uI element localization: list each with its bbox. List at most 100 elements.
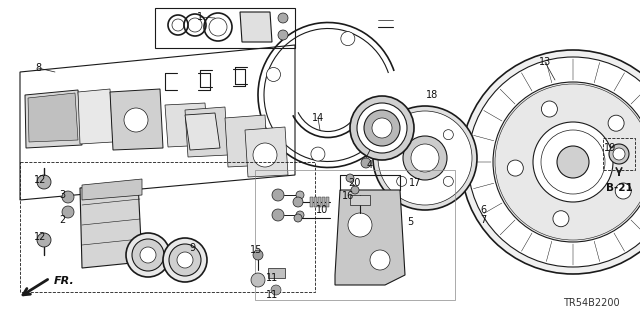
- Text: 15: 15: [250, 245, 262, 255]
- Circle shape: [364, 110, 400, 146]
- Circle shape: [37, 233, 51, 247]
- Circle shape: [397, 130, 406, 140]
- Circle shape: [132, 239, 164, 271]
- Text: 11: 11: [266, 273, 278, 283]
- Circle shape: [372, 118, 392, 138]
- Circle shape: [351, 186, 359, 194]
- Circle shape: [403, 136, 447, 180]
- Circle shape: [411, 144, 439, 172]
- Circle shape: [126, 233, 170, 277]
- Circle shape: [370, 250, 390, 270]
- Text: TR54B2200: TR54B2200: [563, 298, 620, 308]
- Circle shape: [278, 13, 288, 23]
- Polygon shape: [245, 127, 288, 177]
- Circle shape: [293, 197, 303, 207]
- Text: 17: 17: [409, 178, 421, 188]
- Circle shape: [62, 206, 74, 218]
- Circle shape: [271, 285, 281, 295]
- Circle shape: [361, 158, 371, 168]
- Circle shape: [177, 252, 193, 268]
- Circle shape: [272, 209, 284, 221]
- Circle shape: [557, 146, 589, 178]
- Circle shape: [608, 115, 624, 131]
- Text: FR.: FR.: [54, 276, 75, 286]
- Polygon shape: [185, 113, 220, 150]
- Text: 7: 7: [480, 215, 486, 225]
- Bar: [20, 162, 315, 292]
- Text: 20: 20: [348, 178, 360, 188]
- Polygon shape: [110, 89, 163, 150]
- Circle shape: [508, 160, 524, 176]
- Text: 5: 5: [407, 217, 413, 227]
- Circle shape: [37, 175, 51, 189]
- Polygon shape: [268, 268, 285, 278]
- Circle shape: [251, 273, 265, 287]
- Circle shape: [124, 108, 148, 132]
- Text: 18: 18: [426, 90, 438, 100]
- Polygon shape: [350, 195, 370, 205]
- Circle shape: [341, 32, 355, 46]
- Circle shape: [468, 57, 640, 267]
- Circle shape: [553, 211, 569, 227]
- Circle shape: [346, 174, 354, 182]
- Circle shape: [266, 68, 280, 81]
- Polygon shape: [165, 103, 208, 147]
- Text: 2: 2: [59, 215, 65, 225]
- Polygon shape: [80, 182, 142, 268]
- Polygon shape: [240, 12, 272, 42]
- Polygon shape: [82, 179, 142, 200]
- Circle shape: [493, 82, 640, 242]
- Circle shape: [296, 211, 304, 219]
- Text: 3: 3: [59, 190, 65, 200]
- Circle shape: [609, 144, 629, 164]
- Polygon shape: [78, 89, 113, 144]
- Bar: [314, 197, 317, 207]
- Text: 16: 16: [342, 191, 354, 201]
- Circle shape: [373, 106, 477, 210]
- Bar: [255, 170, 455, 300]
- Circle shape: [272, 189, 284, 201]
- Text: B-21: B-21: [605, 183, 632, 193]
- Circle shape: [348, 213, 372, 237]
- Text: 14: 14: [312, 113, 324, 123]
- Text: 8: 8: [35, 63, 41, 73]
- Polygon shape: [335, 190, 405, 285]
- Polygon shape: [25, 90, 82, 148]
- Text: 19: 19: [604, 143, 616, 153]
- Circle shape: [615, 183, 631, 199]
- Circle shape: [444, 176, 453, 186]
- Circle shape: [253, 143, 277, 167]
- Text: 13: 13: [539, 57, 551, 67]
- Circle shape: [253, 250, 263, 260]
- Bar: [310, 197, 313, 207]
- Polygon shape: [225, 115, 268, 167]
- Bar: [326, 197, 329, 207]
- Circle shape: [541, 101, 557, 117]
- Bar: [603, 138, 635, 170]
- Circle shape: [278, 30, 288, 40]
- Bar: [322, 197, 325, 207]
- Circle shape: [350, 96, 414, 160]
- Circle shape: [613, 148, 625, 160]
- Circle shape: [378, 111, 472, 205]
- Circle shape: [444, 130, 453, 140]
- Circle shape: [140, 247, 156, 263]
- Circle shape: [397, 176, 406, 186]
- Circle shape: [296, 191, 304, 199]
- Text: 4: 4: [367, 160, 373, 170]
- Text: 12: 12: [34, 175, 46, 185]
- Circle shape: [163, 238, 207, 282]
- Circle shape: [311, 147, 325, 161]
- Text: 9: 9: [189, 243, 195, 253]
- Text: 6: 6: [480, 205, 486, 215]
- Circle shape: [357, 103, 407, 153]
- Polygon shape: [185, 107, 228, 157]
- Circle shape: [169, 244, 201, 276]
- Text: 10: 10: [316, 205, 328, 215]
- Text: 12: 12: [34, 232, 46, 242]
- Polygon shape: [28, 93, 78, 142]
- Circle shape: [62, 191, 74, 203]
- Circle shape: [294, 214, 302, 222]
- Text: 1: 1: [197, 12, 203, 22]
- Bar: [318, 197, 321, 207]
